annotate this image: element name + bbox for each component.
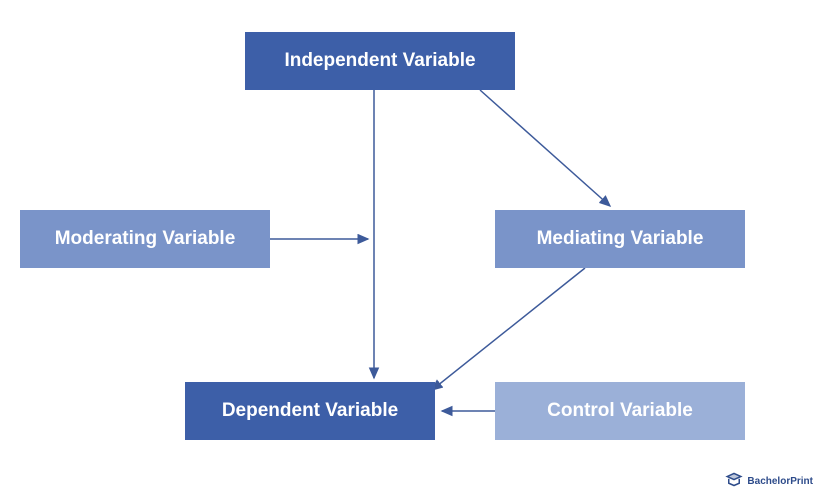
node-dependent: Dependent Variable bbox=[185, 382, 435, 440]
node-independent: Independent Variable bbox=[245, 32, 515, 90]
watermark-logo: BachelorPrint bbox=[725, 472, 813, 490]
edge-independent-to-mediating bbox=[480, 90, 610, 206]
watermark-text: BachelorPrint bbox=[747, 476, 813, 487]
node-control: Control Variable bbox=[495, 382, 745, 440]
node-moderating: Moderating Variable bbox=[20, 210, 270, 268]
edge-mediating-to-dependent bbox=[432, 268, 585, 390]
node-mediating: Mediating Variable bbox=[495, 210, 745, 268]
